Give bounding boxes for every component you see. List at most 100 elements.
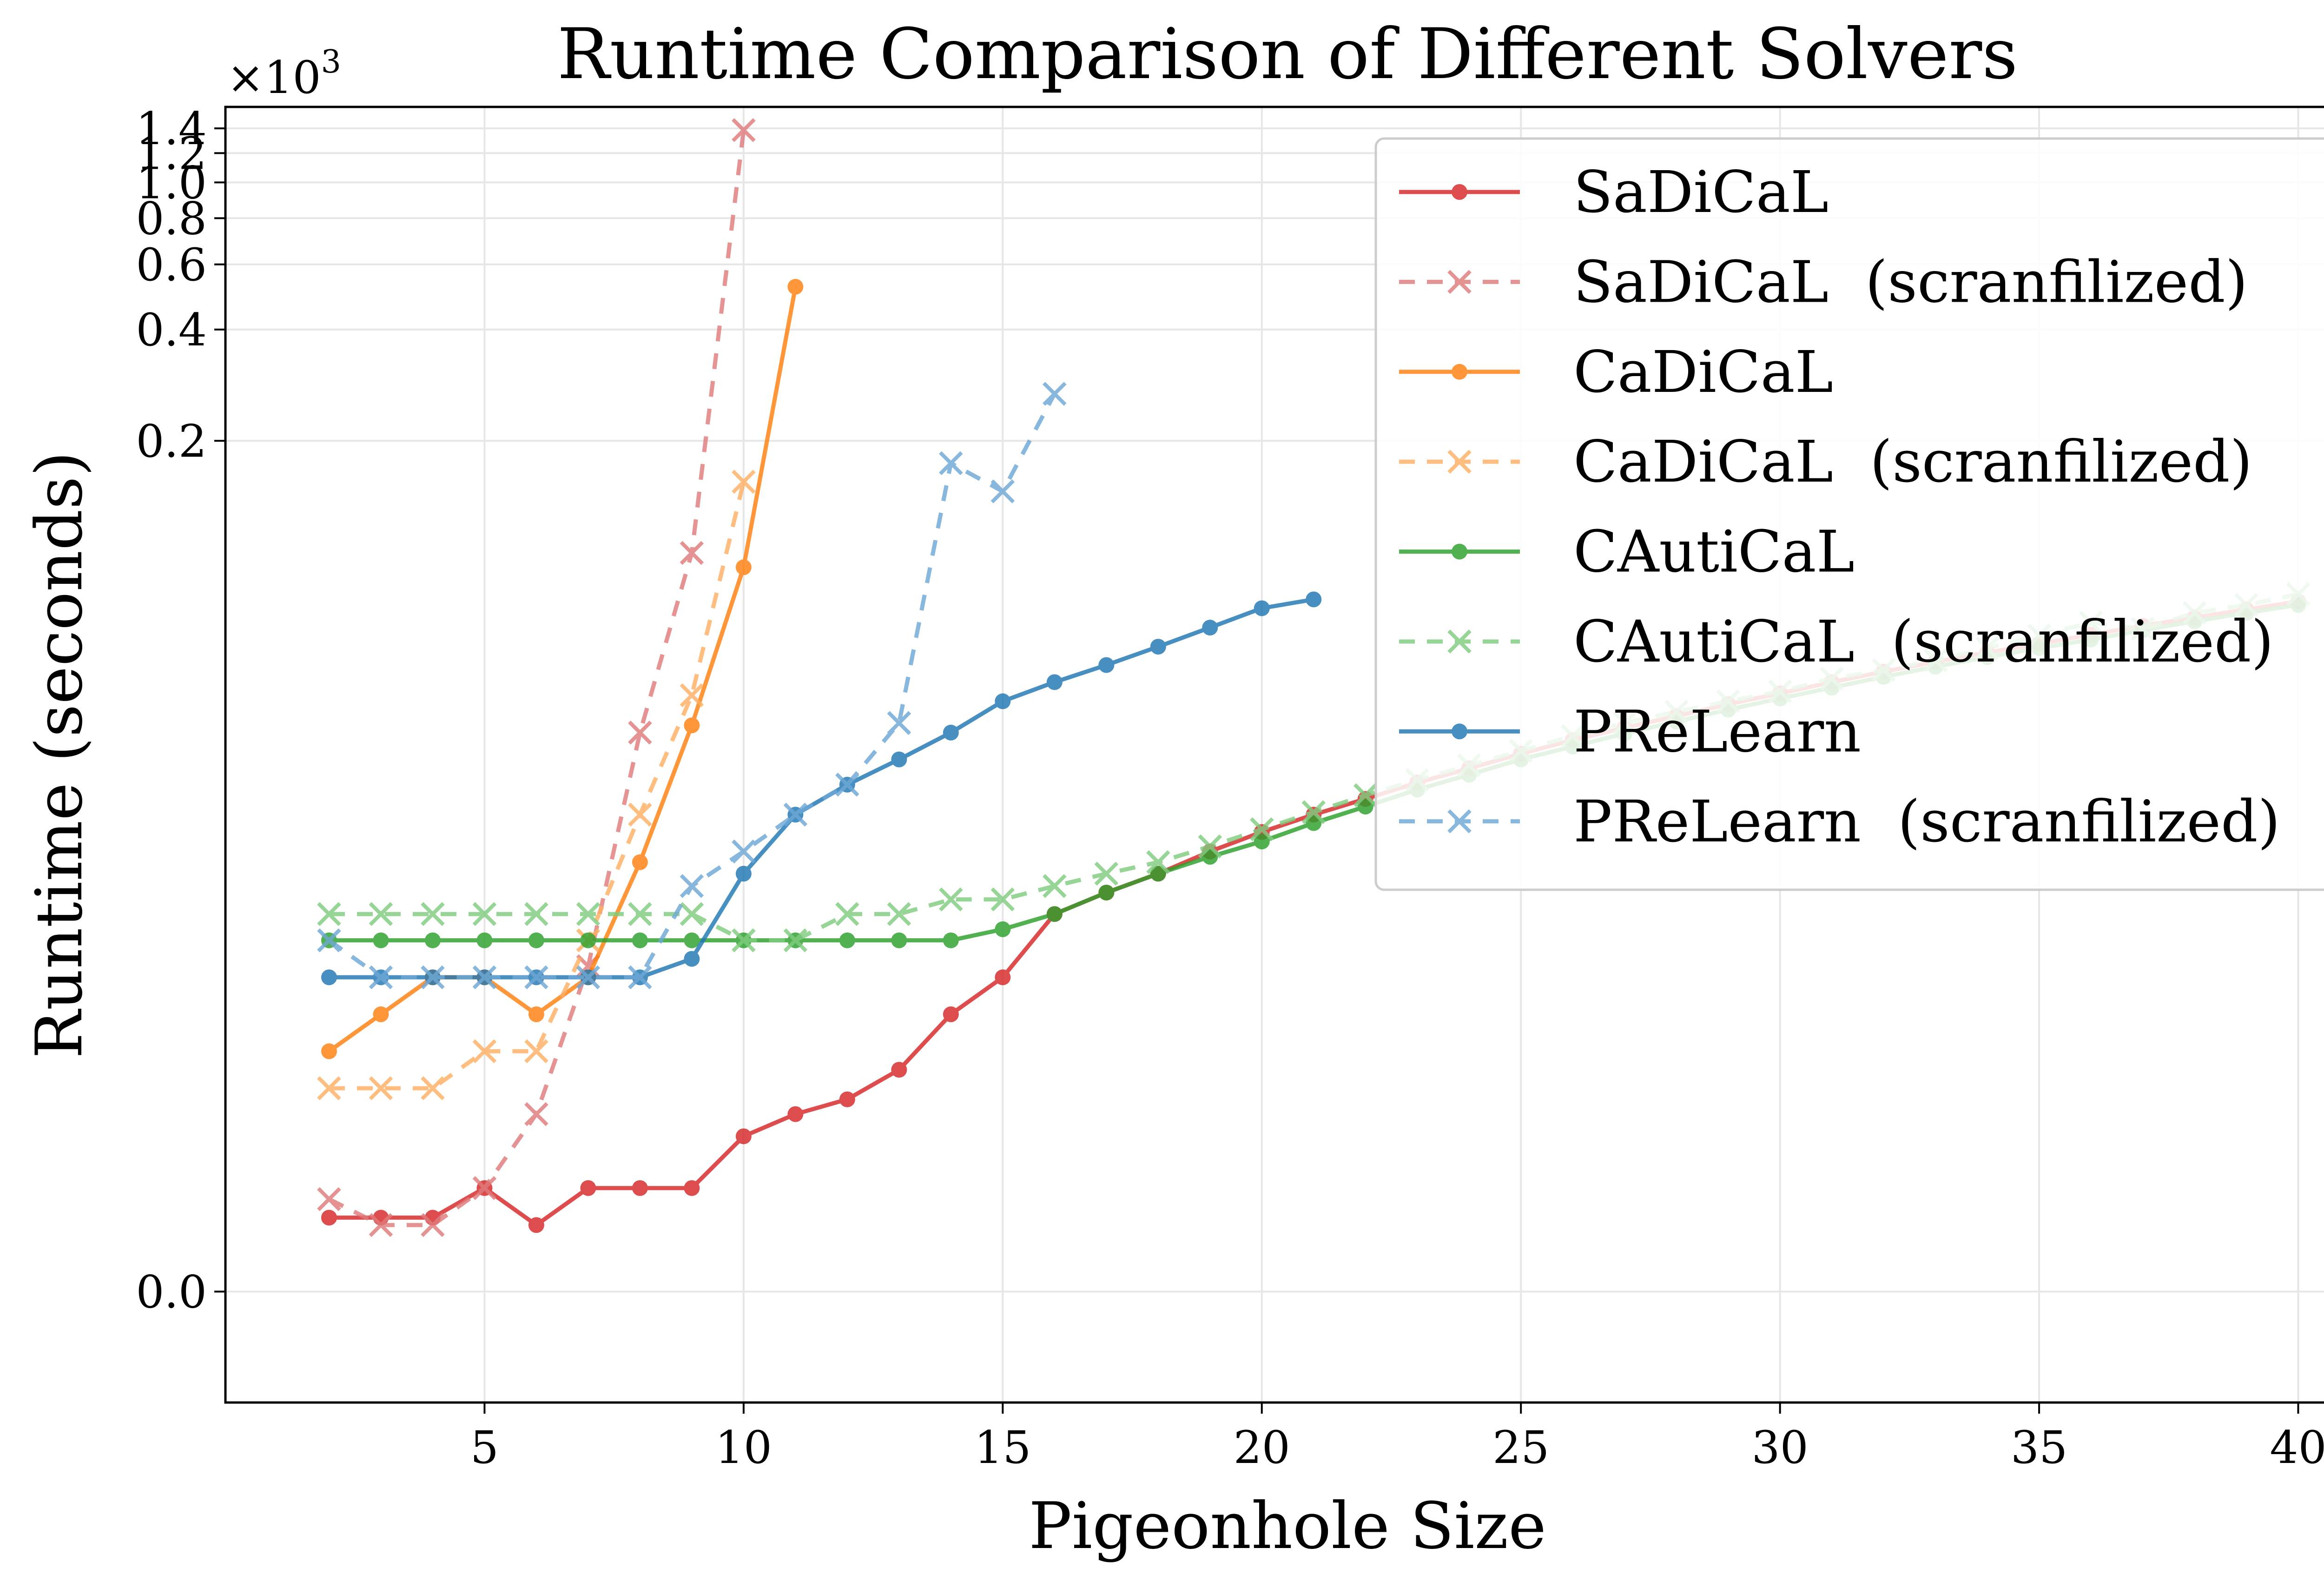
data-point [891,751,907,768]
legend-entry [1399,270,1520,294]
y-tick-label: 0.2 [136,415,207,467]
data-point [1043,382,1067,406]
y-tick-label: 0.6 [136,239,207,291]
data-point [839,1091,855,1107]
data-point [835,773,859,797]
data-point [943,1006,959,1022]
data-point [1353,783,1378,807]
data-point [373,1006,389,1022]
data-point [1098,657,1115,673]
data-point [580,932,596,948]
series-line [329,481,746,1091]
data-point [528,932,544,948]
data-point [524,1039,548,1064]
data-point [1150,866,1166,882]
data-point [735,866,752,882]
data-point [1254,600,1270,616]
data-point [839,932,855,948]
data-point [684,717,700,734]
data-point [1301,800,1326,824]
legend-frame [1374,137,2324,891]
x-tick-label: 40 [2270,1422,2324,1474]
data-point [472,902,497,926]
data-point [421,1213,445,1237]
data-point [990,479,1015,503]
data-point [995,693,1011,709]
data-point [421,902,445,926]
data-point [524,1102,548,1126]
x-tick-label: 15 [974,1422,1031,1474]
legend-label: SaDiCaL [1573,159,1829,226]
legend-label: PReLearn [1573,698,1861,765]
data-point [1043,874,1067,898]
series-8 [317,382,1067,990]
data-point [835,902,859,926]
data-point [995,969,1011,986]
data-point [580,1180,596,1196]
legend-entry [1399,723,1520,740]
data-point [684,1180,700,1196]
data-point [887,711,911,735]
data-point [472,1176,497,1200]
data-point [1447,270,1472,294]
chart-title: Runtime Comparison of Different Solvers [557,14,2018,95]
data-point [1447,629,1472,654]
data-point [680,874,704,898]
data-point [472,965,497,990]
data-point [887,902,911,926]
data-point [684,951,700,967]
plot-frame [224,106,2324,1404]
x-tick-label: 30 [1752,1422,1809,1474]
x-axis: 5 10 15 20 25 30 35 40 [470,1403,2324,1474]
data-point [576,965,601,990]
legend-label: PReLearn (scranfilized) [1573,788,2280,855]
data-point [373,932,389,948]
data-point [1357,799,1373,815]
data-point [787,1106,804,1122]
data-point [369,1076,393,1100]
data-point [421,965,445,990]
data-point [369,965,393,990]
data-point [1198,834,1222,859]
x-tick-label: 20 [1234,1422,1290,1474]
x-tick-label: 10 [715,1422,772,1474]
data-point [1447,450,1472,474]
data-point [528,1217,544,1233]
y-tick-label: 1.2 [136,127,207,179]
y-tick-label: 0.8 [136,192,207,245]
legend: SaDiCaL SaDiCaL (scranfilized) CaDiCaL CaDi… [1374,137,2324,891]
data-point [528,1006,544,1022]
y-axis: 0.0 0.2 0.4 0.60.81.01.21.4 [136,103,225,1318]
data-point [783,928,808,953]
data-point [524,902,548,926]
data-point [628,802,652,827]
data-point [317,1076,341,1100]
data-point [321,1210,337,1226]
data-point [1452,184,1467,200]
data-point [576,902,601,926]
data-point [317,928,341,953]
x-tick-label: 35 [2011,1422,2067,1474]
data-point [995,921,1011,937]
data-point [1146,850,1170,874]
data-point [628,965,652,990]
legend-entry [1399,450,1520,474]
data-point [1306,591,1322,608]
data-point [891,932,907,948]
data-point [1046,906,1063,922]
y-axis-multiplier-exponent: 3 [321,44,341,80]
data-point [680,541,704,565]
legend-entry [1399,543,1520,560]
data-point [421,1076,445,1100]
data-point [321,1043,337,1059]
legend-entry [1399,809,1520,834]
data-point [680,683,704,708]
x-tick-label: 25 [1492,1422,1549,1474]
data-point [524,965,548,990]
data-point [732,470,756,494]
y-axis-multiplier-base: ×10 [227,52,321,104]
y-tick-label: 0.0 [136,1266,207,1318]
data-point [1447,809,1472,834]
data-point [369,1213,393,1237]
